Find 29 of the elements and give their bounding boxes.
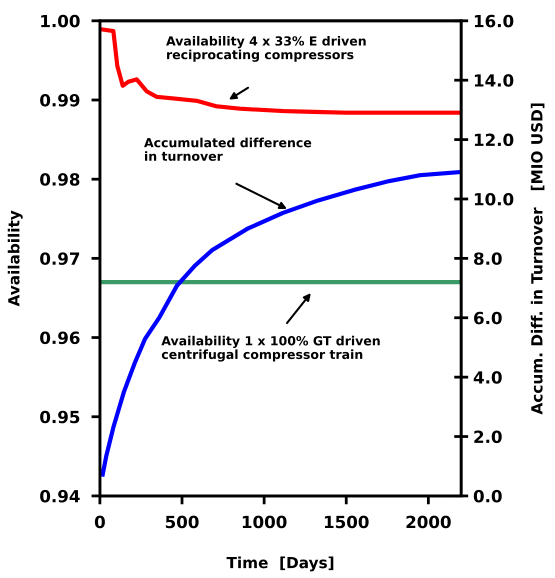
annotation: Availability 1 x 100% GT driven centrifugal compressor train [161,336,380,362]
y2-tick-label: 4.0 [474,371,502,384]
y2-axis-title: Accum. Diff. in Turnover [MIO USD] [530,103,544,414]
x-axis-title: Time [Days] [226,556,334,572]
line-series [100,27,460,115]
y-tick-label: 0.96 [40,332,80,344]
y2-tick-label: 14.0 [474,74,514,87]
y-tick-label: 0.98 [40,173,80,186]
y-tick-label: 0.95 [40,410,80,424]
y2-tick-label: 10.0 [474,192,514,206]
x-tick-label: 500 [166,516,199,528]
line-series [100,170,460,477]
y-tick-label: 1.00 [41,14,80,28]
y2-tick-label: 2.0 [474,430,502,444]
y2-tick-label: 16.0 [474,14,514,28]
y-tick-label: 0.94 [40,490,80,502]
annotation: Accumulated difference in turnover [144,138,312,161]
y2-tick-label: 6.0 [474,312,502,324]
y-axis-title: Availability [8,210,23,306]
x-tick-label: 2000 [406,516,451,528]
y2-tick-label: 8.0 [474,252,502,265]
annotation: Availability 4 x 33% E driven reciprocating compressors [166,36,366,62]
y-tick-label: 0.97 [40,252,80,265]
x-tick-label: 1000 [242,516,287,528]
y2-tick-label: 0.0 [474,490,502,502]
x-tick-label: 1500 [324,516,369,528]
y2-tick-label: 12.0 [474,134,514,146]
y-tick-label: 0.99 [40,94,80,107]
x-tick-label: 0 [94,516,105,528]
